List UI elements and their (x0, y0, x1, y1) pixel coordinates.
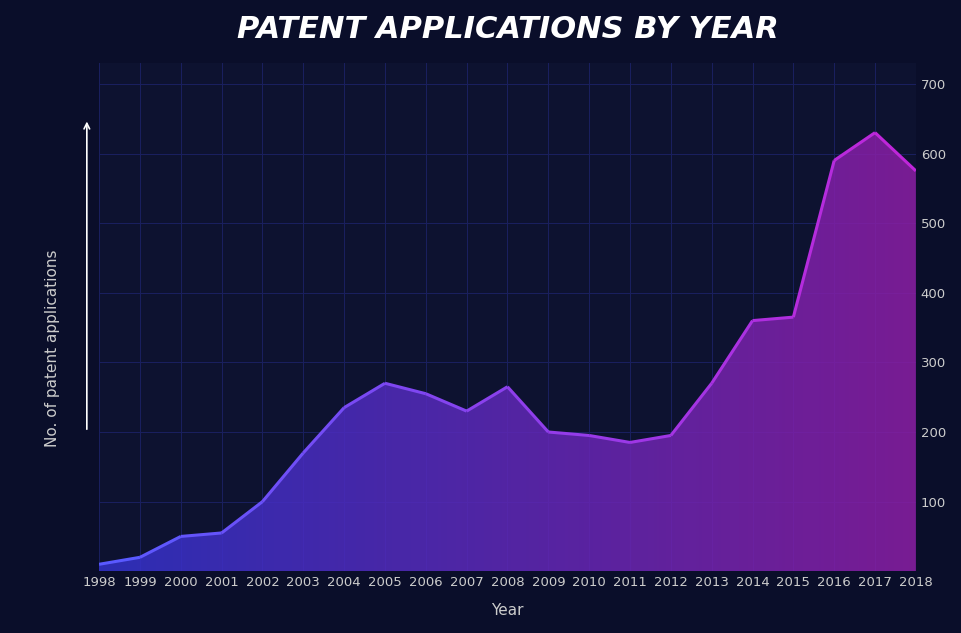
X-axis label: Year: Year (491, 603, 524, 618)
Title: PATENT APPLICATIONS BY YEAR: PATENT APPLICATIONS BY YEAR (236, 15, 778, 44)
Text: No. of patent applications: No. of patent applications (45, 249, 61, 447)
